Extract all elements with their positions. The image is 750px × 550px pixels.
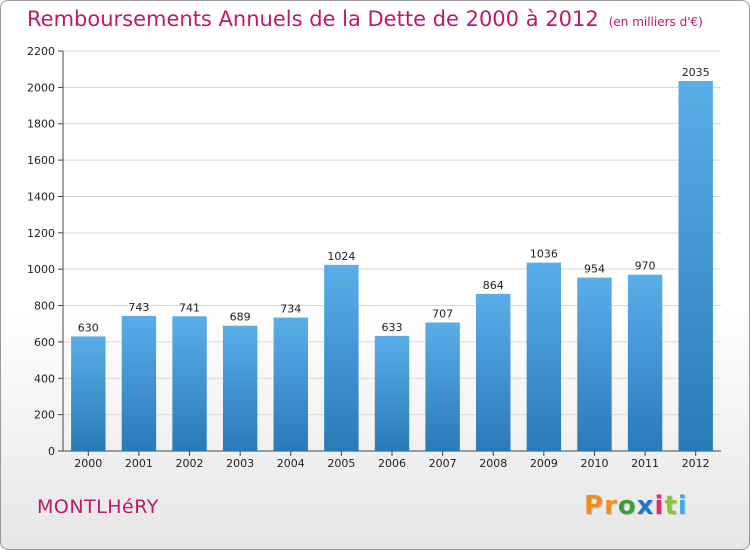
y-tick-label: 1200 — [27, 227, 55, 240]
logo-letter: P — [584, 491, 605, 521]
logo-letter: i — [654, 491, 665, 521]
y-tick-label: 1400 — [27, 190, 55, 203]
x-tick-label: 2000 — [74, 457, 102, 470]
bar-2012 — [678, 81, 713, 451]
y-tick-label: 1600 — [27, 154, 55, 167]
bar-value-label: 970 — [635, 260, 656, 273]
bar-value-label: 734 — [280, 303, 301, 316]
y-tick-label: 2000 — [27, 81, 55, 94]
bar-value-label: 864 — [483, 279, 504, 292]
y-tick-label: 800 — [34, 300, 55, 313]
bar-value-label: 707 — [432, 307, 453, 320]
bar-2008 — [476, 293, 511, 451]
bar-2000 — [71, 336, 106, 451]
bars — [71, 81, 713, 451]
chart-unit-text: (en milliers d'€) — [608, 15, 703, 29]
x-tick-label: 2009 — [530, 457, 558, 470]
y-tick-label: 600 — [34, 336, 55, 349]
bar-value-label: 741 — [179, 301, 200, 314]
chart-title-text: Remboursements Annuels de la Dette de 20… — [27, 7, 599, 31]
y-tick-label: 1800 — [27, 118, 55, 131]
bar-2007 — [425, 322, 460, 451]
y-tick-label: 200 — [34, 409, 55, 422]
bar-2011 — [627, 274, 663, 451]
bar-value-label: 954 — [584, 263, 605, 276]
commune-name: MONTLHéRY — [37, 496, 159, 518]
proxiti-logo: Proxiti — [584, 491, 688, 521]
x-tick-label: 2005 — [327, 457, 355, 470]
logo-letter: x — [636, 491, 655, 521]
bar-value-label: 743 — [128, 301, 149, 314]
bar-value-label: 689 — [230, 311, 251, 324]
x-tick-label: 2001 — [125, 457, 153, 470]
bar-value-label: 1036 — [530, 248, 558, 261]
y-tick-label: 2200 — [27, 45, 55, 58]
bar-value-label: 630 — [78, 321, 99, 334]
bar-2006 — [374, 335, 410, 451]
x-tick-label: 2003 — [226, 457, 254, 470]
x-tick-label: 2006 — [378, 457, 406, 470]
chart-title: Remboursements Annuels de la Dette de 20… — [27, 7, 703, 31]
y-tick-label: 0 — [48, 445, 55, 458]
bar-value-label: 1024 — [327, 250, 355, 263]
y-tick-label: 1000 — [27, 263, 55, 276]
bar-2002 — [172, 316, 207, 451]
x-tick-label: 2012 — [682, 457, 710, 470]
y-tick-label: 400 — [34, 372, 55, 385]
x-tick-label: 2002 — [176, 457, 204, 470]
bar-2004 — [273, 317, 308, 451]
logo-letter: r — [604, 491, 618, 521]
labels: 0 200 400 600 800 1000 1200 1400 1600 1800 2000 220… — [27, 45, 710, 470]
logo-letter: t — [664, 491, 678, 521]
bar-value-label: 2035 — [682, 66, 710, 79]
bar-2005 — [324, 264, 359, 451]
bar-2001 — [121, 315, 157, 451]
x-tick-label: 2007 — [429, 457, 457, 470]
logo-letter: o — [617, 491, 637, 521]
bar-2010 — [577, 277, 612, 451]
x-tick-label: 2011 — [631, 457, 659, 470]
bar-2003 — [222, 325, 258, 451]
x-tick-label: 2010 — [580, 457, 608, 470]
x-tick-label: 2008 — [479, 457, 507, 470]
logo-letter: i — [677, 491, 688, 521]
bar-2009 — [526, 262, 562, 451]
bar-value-label: 633 — [382, 321, 403, 334]
x-tick-label: 2004 — [277, 457, 305, 470]
